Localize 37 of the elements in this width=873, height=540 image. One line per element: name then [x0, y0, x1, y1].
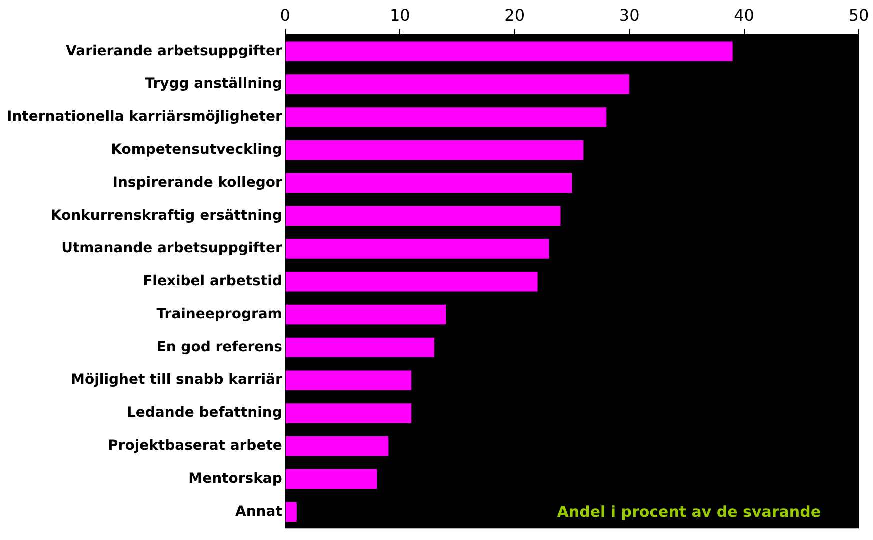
y-tick-label: Annat [235, 504, 283, 520]
bar [286, 370, 412, 390]
y-tick-label: Inspirerande kollegor [112, 174, 282, 191]
bar [286, 108, 607, 128]
bar [286, 338, 435, 358]
bar [286, 404, 412, 424]
bar [286, 206, 561, 226]
annotation: Andel i procent av de svarande [557, 502, 821, 521]
y-tick-label: Utmanande arbetsuppgifter [62, 240, 282, 257]
bar [286, 74, 630, 94]
y-tick-label: Möjlighet till snabb karriär [71, 372, 282, 388]
bar [286, 239, 550, 259]
y-tick-label: Traineeprogram [156, 306, 282, 322]
bar [286, 436, 389, 456]
x-tick-label: 10 [390, 6, 410, 25]
y-tick-label: En god referens [156, 339, 282, 356]
bar [286, 272, 538, 292]
bar [286, 304, 446, 325]
y-tick-label: Internationella karriärsmöjligheter [6, 109, 282, 126]
x-tick-label: 50 [848, 6, 870, 25]
bar [286, 173, 572, 194]
bar [286, 502, 297, 522]
bar [286, 42, 733, 62]
y-tick-label: Kompetensutveckling [111, 142, 282, 158]
y-tick-label: Mentorskap [188, 470, 282, 487]
y-tick-label: Ledande befattning [126, 405, 282, 422]
x-tick-label: 30 [619, 6, 640, 25]
bar [286, 140, 584, 160]
x-tick-label: 20 [504, 6, 526, 25]
y-tick-label: Varierande arbetsuppgifter [66, 43, 282, 60]
y-tick-label: Flexibel arbetstid [143, 274, 282, 290]
x-tick-label: 0 [280, 6, 290, 25]
bar [286, 469, 378, 490]
y-tick-label: Konkurrenskraftig ersättning [50, 208, 282, 224]
y-tick-label: Trygg anställning [145, 76, 282, 92]
x-tick-label: 40 [734, 6, 754, 25]
y-tick-label: Projektbaserat arbete [108, 438, 282, 454]
